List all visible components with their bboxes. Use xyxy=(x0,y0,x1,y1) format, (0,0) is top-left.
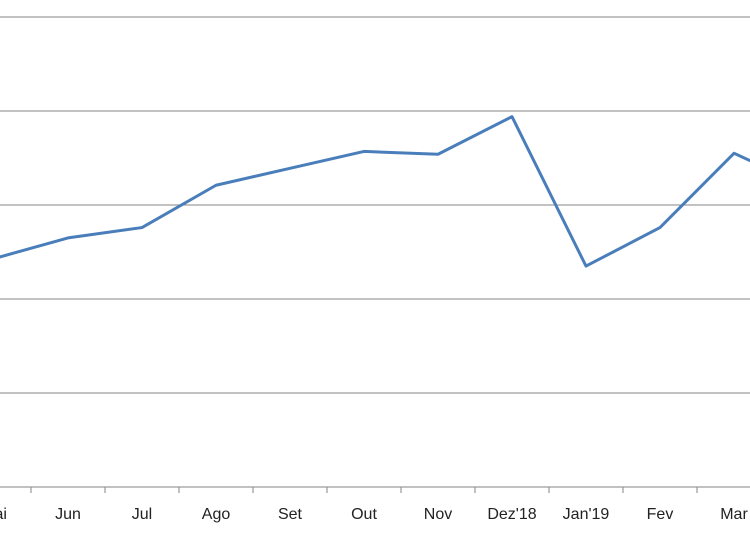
x-tick-label: Out xyxy=(351,506,377,523)
x-tick-label: Jan'19 xyxy=(563,506,610,523)
x-tick-label: Mai xyxy=(0,506,7,523)
x-tick-label: Jul xyxy=(132,506,152,523)
x-tick-label: Ago xyxy=(202,506,231,523)
x-tick-label: Set xyxy=(278,506,303,523)
x-tick-label: Fev xyxy=(647,506,674,523)
x-tick-label: Dez'18 xyxy=(487,506,536,523)
x-tick-label: Mar xyxy=(720,506,748,523)
x-tick-label: Nov xyxy=(424,506,452,523)
data-line xyxy=(0,115,750,268)
x-tick-label: Jun xyxy=(55,506,81,523)
